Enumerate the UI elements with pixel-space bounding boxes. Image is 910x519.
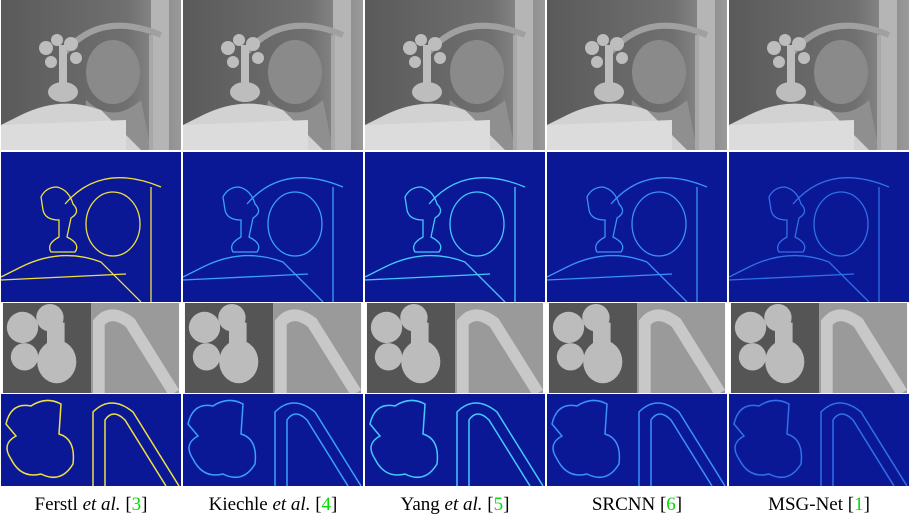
error-map <box>547 152 727 302</box>
citation-link: 3 <box>132 494 142 515</box>
depth-image <box>729 0 909 150</box>
caption-text: et al. <box>445 494 483 515</box>
caption-text: Yang <box>401 494 445 515</box>
error-map <box>729 152 909 302</box>
caption-text: ] <box>331 494 337 515</box>
depth-image <box>1 0 181 150</box>
caption: SRCNN [6] <box>592 494 682 515</box>
caption-text: Kiechle <box>209 494 273 515</box>
zoom-depth <box>185 303 361 393</box>
zoom-depth <box>731 303 907 393</box>
caption: Yang et al. [5] <box>401 494 510 515</box>
depth-image <box>183 0 363 150</box>
citation-link: 4 <box>322 494 332 515</box>
zoom-error <box>1 394 181 486</box>
zoom-error <box>547 394 727 486</box>
zoom-error <box>729 394 909 486</box>
caption-text: et al. <box>272 494 310 515</box>
zoom-depth <box>367 303 543 393</box>
error-map <box>183 152 363 302</box>
caption-text: et al. <box>83 494 121 515</box>
caption: MSG-Net [1] <box>768 494 870 515</box>
caption-text: ] <box>141 494 147 515</box>
caption-text: ] <box>503 494 509 515</box>
error-map <box>365 152 545 302</box>
panel-grid: Ferstl et al. [3]Kiechle et al. [4]Yang … <box>1 0 909 515</box>
error-map <box>1 152 181 302</box>
citation-link: 5 <box>494 494 504 515</box>
caption-text: [ <box>121 494 132 515</box>
method-column: MSG-Net [1] <box>729 0 909 515</box>
caption: Kiechle et al. [4] <box>209 494 338 515</box>
caption-text: Ferstl <box>35 494 83 515</box>
depth-image <box>547 0 727 150</box>
method-column: Yang et al. [5] <box>365 0 545 515</box>
caption-text: ] <box>864 494 870 515</box>
citation-link: 6 <box>666 494 676 515</box>
caption: Ferstl et al. [3] <box>35 494 148 515</box>
method-column: Kiechle et al. [4] <box>183 0 363 515</box>
zoom-depth <box>549 303 725 393</box>
caption-text: [ <box>483 494 494 515</box>
caption-text: [ <box>310 494 321 515</box>
zoom-error <box>365 394 545 486</box>
depth-image <box>365 0 545 150</box>
method-column: SRCNN [6] <box>547 0 727 515</box>
caption-text: MSG-Net [ <box>768 494 854 515</box>
citation-link: 1 <box>854 494 864 515</box>
zoom-error <box>183 394 363 486</box>
caption-text: ] <box>676 494 682 515</box>
figure: Ferstl et al. [3]Kiechle et al. [4]Yang … <box>0 0 910 519</box>
caption-text: SRCNN [ <box>592 494 666 515</box>
zoom-depth <box>3 303 179 393</box>
method-column: Ferstl et al. [3] <box>1 0 181 515</box>
